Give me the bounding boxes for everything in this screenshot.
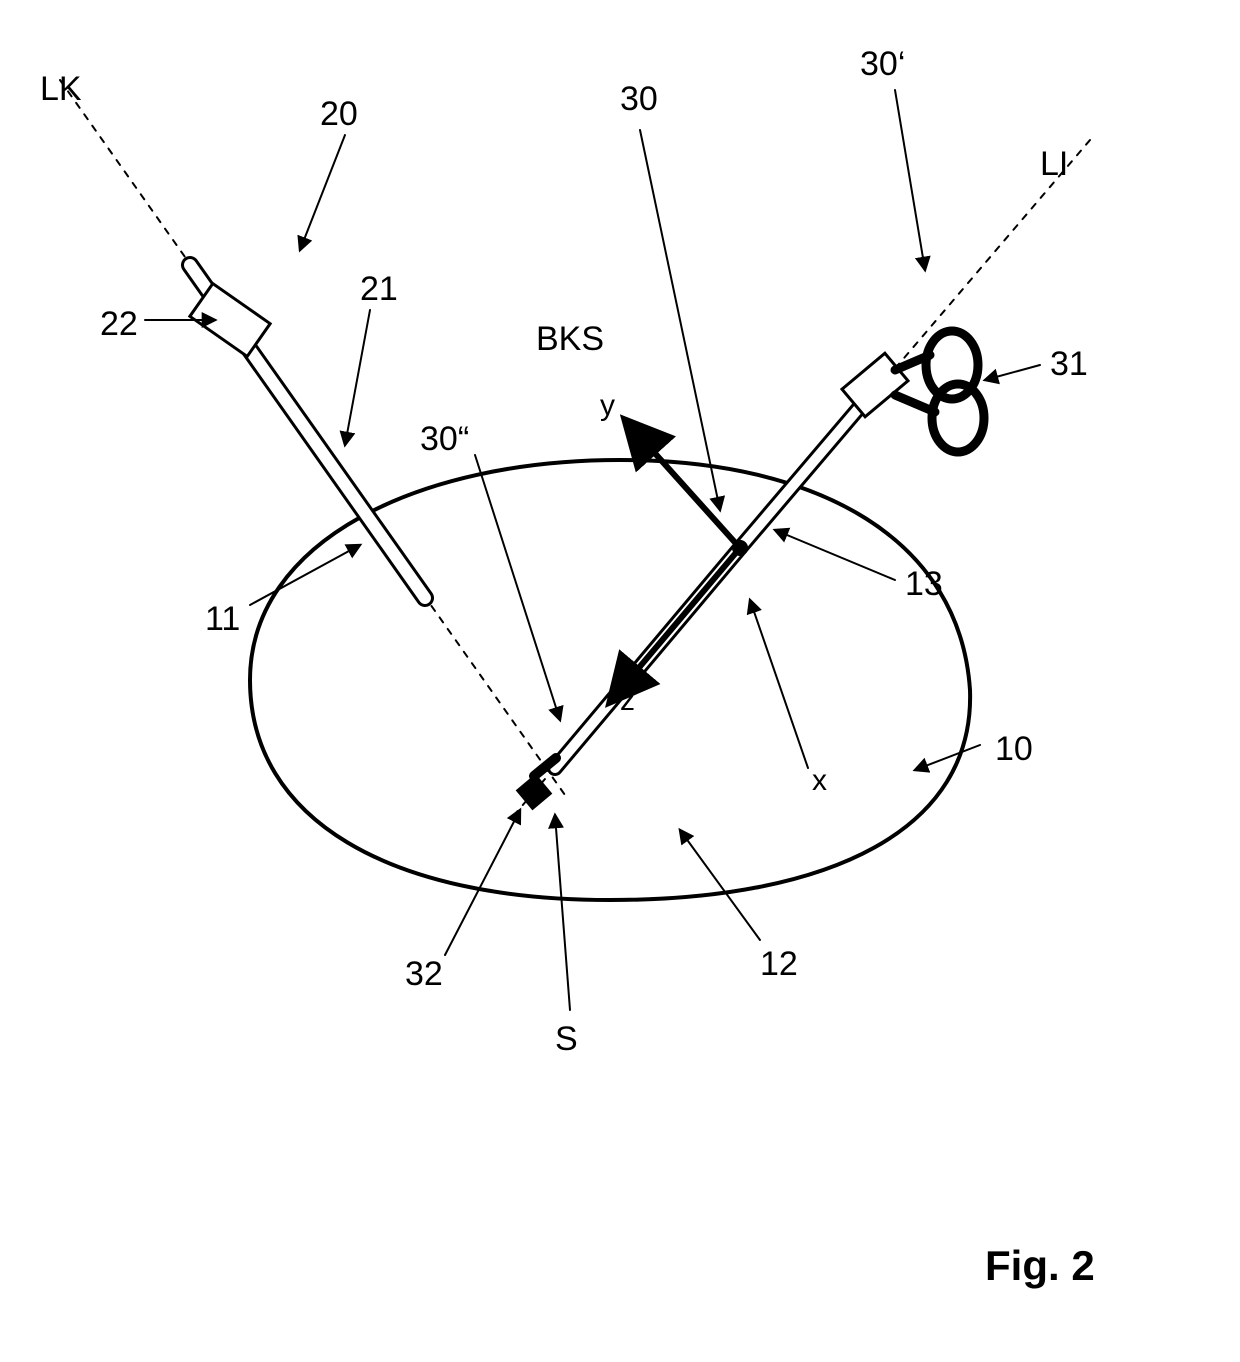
label-L12: 12	[760, 945, 798, 983]
axis-x-leader	[750, 600, 808, 768]
label-L20: 20	[320, 95, 358, 133]
pointer-p10	[915, 745, 980, 770]
label-L10: 10	[995, 730, 1033, 768]
axis-z	[610, 548, 740, 702]
right-shaft-inner-0	[740, 395, 870, 548]
label-L21: 21	[360, 270, 398, 308]
label-LS: S	[555, 1020, 578, 1058]
labels-layer: LK 20 30 30‘ LI 22 21 31 30“ 11 13 10 12 32 S Fig. 2	[40, 45, 1095, 1289]
pointer-p30dbl	[475, 455, 560, 720]
figure-caption: Fig. 2	[985, 1242, 1095, 1289]
figure-diagram: y z x BKS LK 20 30 30‘ LI 22 21 31 30“ 11 13 10 12 32 S Fi…	[0, 0, 1240, 1362]
label-L30: 30	[620, 80, 658, 118]
pointer-p31	[985, 365, 1040, 380]
pointer-p12	[680, 830, 760, 940]
pointer-p11	[250, 545, 360, 605]
label-BKS: BKS	[536, 320, 604, 358]
pointer-p13	[775, 530, 895, 580]
pointer-p20	[300, 135, 345, 250]
coordinate-system: y z x BKS	[536, 320, 827, 797]
label-x: x	[812, 764, 827, 797]
label-L22: 22	[100, 305, 138, 343]
label-z: z	[620, 684, 635, 717]
body-outline-layer	[250, 460, 970, 900]
label-L30p: 30‘	[860, 45, 905, 83]
label-y: y	[600, 389, 615, 422]
label-LK: LK	[40, 70, 82, 108]
label-L31: 31	[1050, 345, 1088, 383]
pointer-p30prime	[895, 90, 925, 270]
axis-y	[625, 420, 740, 548]
label-L30d: 30“	[420, 420, 469, 458]
body-outline	[250, 460, 970, 900]
instrument-axes-layer	[60, 80, 1090, 820]
label-LI: LI	[1040, 145, 1068, 183]
label-L11: 11	[205, 600, 240, 638]
pointer-p21	[345, 310, 370, 445]
label-L13: 13	[905, 565, 943, 603]
label-L32: 32	[405, 955, 443, 993]
pointer-pS	[555, 815, 570, 1010]
